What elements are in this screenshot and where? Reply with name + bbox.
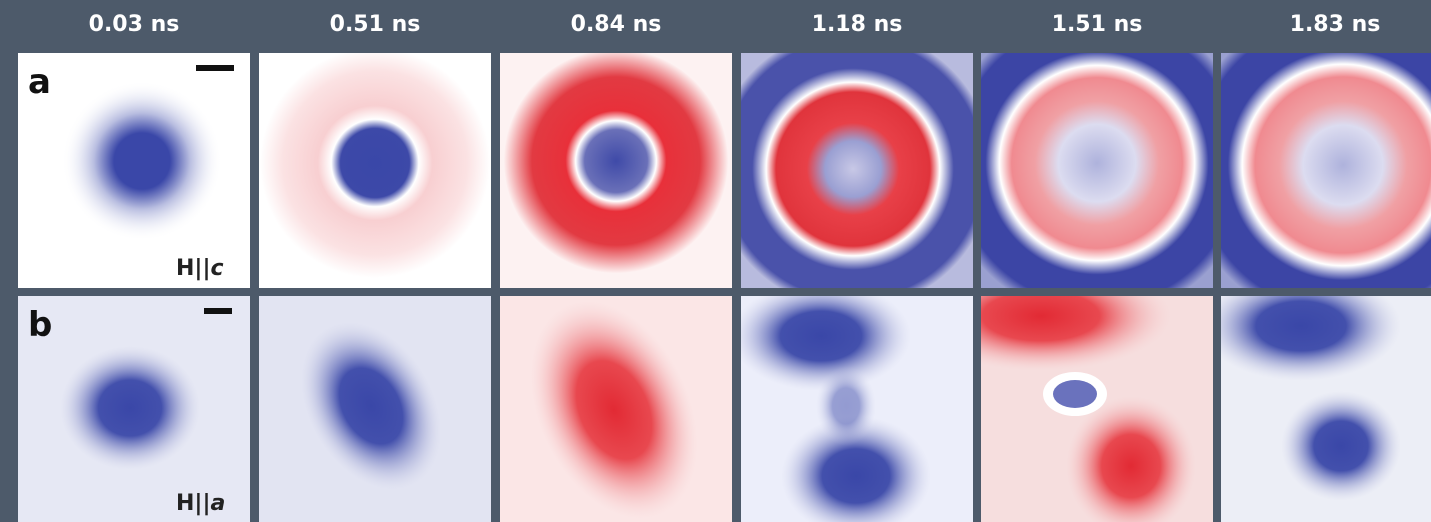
panel [981, 53, 1213, 288]
time-label: 0.84 ns [571, 12, 662, 37]
time-label: 0.51 ns [330, 12, 421, 37]
field-direction: H||a [176, 491, 225, 516]
row-label: a [28, 62, 51, 102]
panel [500, 53, 732, 288]
time-label: 1.51 ns [1052, 12, 1143, 37]
panel [981, 296, 1213, 522]
time-label: 0.03 ns [89, 12, 180, 37]
panel: b H||a [18, 296, 250, 522]
time-label: 1.18 ns [812, 12, 903, 37]
panel [259, 296, 491, 522]
field-direction: H||c [176, 256, 224, 281]
panel [741, 296, 973, 522]
row-label: b [28, 305, 52, 345]
panel [1221, 296, 1431, 522]
time-label: 1.83 ns [1290, 12, 1381, 37]
column-headers: 0.03 ns 0.51 ns 0.84 ns 1.18 ns 1.51 ns … [89, 12, 1381, 37]
panel [500, 296, 732, 522]
panel [1221, 53, 1431, 288]
panel [741, 53, 973, 288]
panel: a H||c [18, 53, 250, 288]
panel [259, 53, 491, 288]
